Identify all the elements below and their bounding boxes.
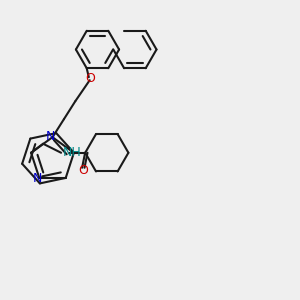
Text: O: O [85, 72, 94, 85]
Text: N: N [33, 172, 43, 185]
Text: N: N [45, 130, 55, 142]
Text: NH: NH [63, 146, 81, 159]
Text: O: O [78, 164, 88, 177]
